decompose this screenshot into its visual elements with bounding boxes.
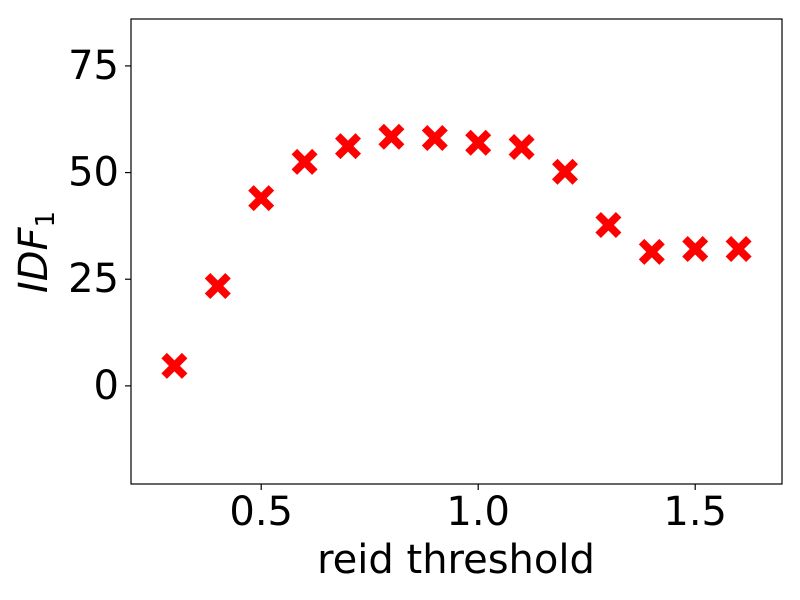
y-axis-label: IDF1 bbox=[11, 211, 61, 293]
point bbox=[638, 238, 665, 265]
y-axis-label-main: IDF bbox=[11, 226, 57, 293]
plot-frame bbox=[130, 18, 783, 485]
y-axis-label-sub: 1 bbox=[31, 211, 61, 228]
y-tick-label: 75 bbox=[68, 43, 119, 89]
point bbox=[248, 185, 275, 212]
point bbox=[682, 235, 709, 262]
point bbox=[465, 129, 492, 156]
point bbox=[725, 235, 752, 262]
y-tick-label: 25 bbox=[68, 256, 119, 302]
y-tick-label: 50 bbox=[68, 150, 119, 196]
point bbox=[335, 133, 361, 160]
point bbox=[378, 123, 405, 150]
point bbox=[595, 212, 622, 239]
point bbox=[552, 158, 578, 185]
point bbox=[291, 148, 318, 175]
point bbox=[161, 352, 188, 379]
x-axis-label: reid threshold bbox=[317, 537, 595, 583]
point bbox=[421, 125, 448, 152]
x-tick-label: 1.0 bbox=[446, 489, 510, 535]
x-tick-label: 0.5 bbox=[229, 489, 293, 535]
x-tick-label: 1.5 bbox=[663, 489, 727, 535]
y-tick-label: 0 bbox=[94, 363, 119, 409]
point bbox=[508, 133, 535, 160]
point bbox=[204, 273, 231, 300]
